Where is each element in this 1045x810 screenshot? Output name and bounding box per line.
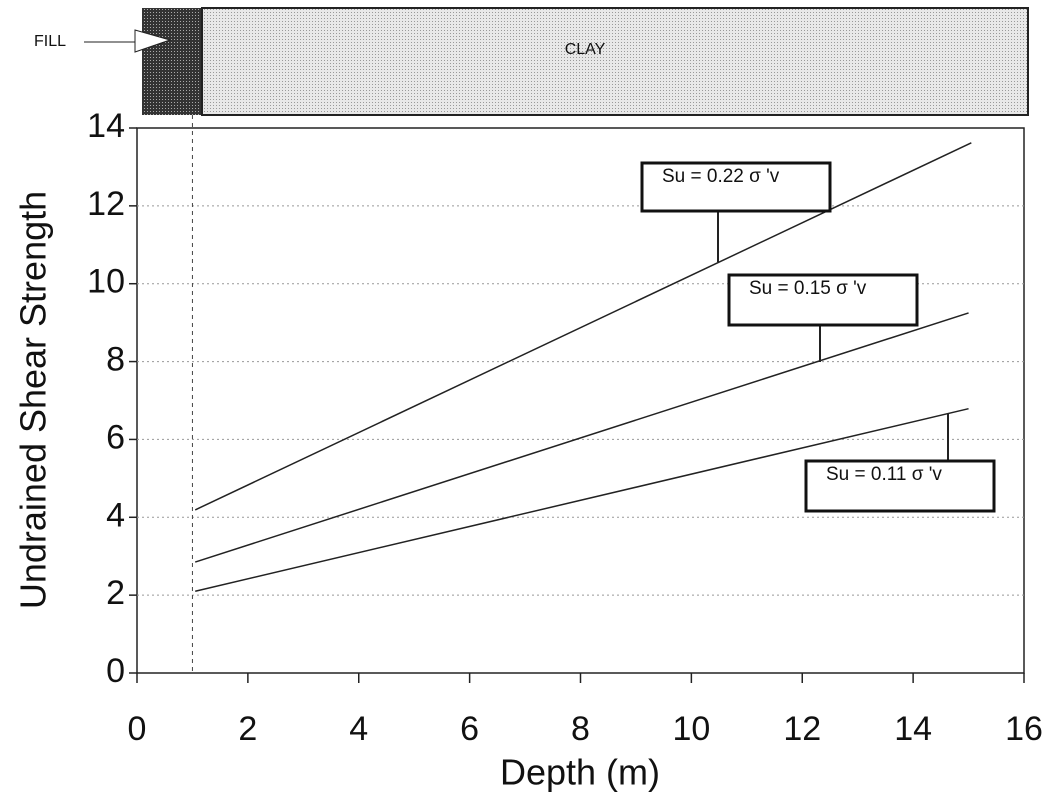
y-tick-label: 10 [87, 263, 125, 301]
x-tick-label: 6 [460, 710, 479, 748]
layer-label: FILL [34, 33, 66, 50]
series-line [195, 407, 969, 592]
annotation-box [727, 273, 919, 327]
plot-frame [136, 127, 1025, 674]
x-tick-label: 14 [894, 710, 932, 748]
y-tick-label: 2 [106, 574, 125, 612]
y-tick-label: 12 [87, 185, 125, 223]
x-tick-label: 8 [571, 710, 590, 748]
annotation-label: Su = 0.22 σ 'v [662, 166, 780, 187]
clay-layer [201, 7, 1029, 116]
layer-label: CLAY [565, 41, 606, 58]
y-axis-label: Undrained Shear Strength [13, 191, 54, 609]
fill-layer [142, 8, 202, 115]
x-tick-label: 16 [1005, 710, 1043, 748]
x-tick-label: 10 [672, 710, 710, 748]
series-line [194, 142, 972, 511]
y-tick-label: 8 [106, 341, 125, 379]
y-tick-label: 6 [106, 418, 125, 456]
annotation-box [804, 459, 996, 513]
x-tick-label: 0 [128, 710, 147, 748]
y-tick-label: 14 [87, 107, 125, 145]
x-axis-label: Depth (m) [500, 752, 660, 793]
x-tick-label: 12 [783, 710, 821, 748]
annotation-box [640, 161, 832, 213]
x-tick-label: 2 [238, 710, 257, 748]
y-tick-label: 0 [106, 652, 125, 690]
y-tick-label: 4 [106, 496, 125, 534]
x-tick-label: 4 [349, 710, 368, 748]
series-line [194, 312, 969, 563]
annotation-label: Su = 0.11 σ 'v [826, 464, 942, 485]
annotation-label: Su = 0.15 σ 'v [749, 278, 867, 299]
arrow [134, 29, 172, 53]
